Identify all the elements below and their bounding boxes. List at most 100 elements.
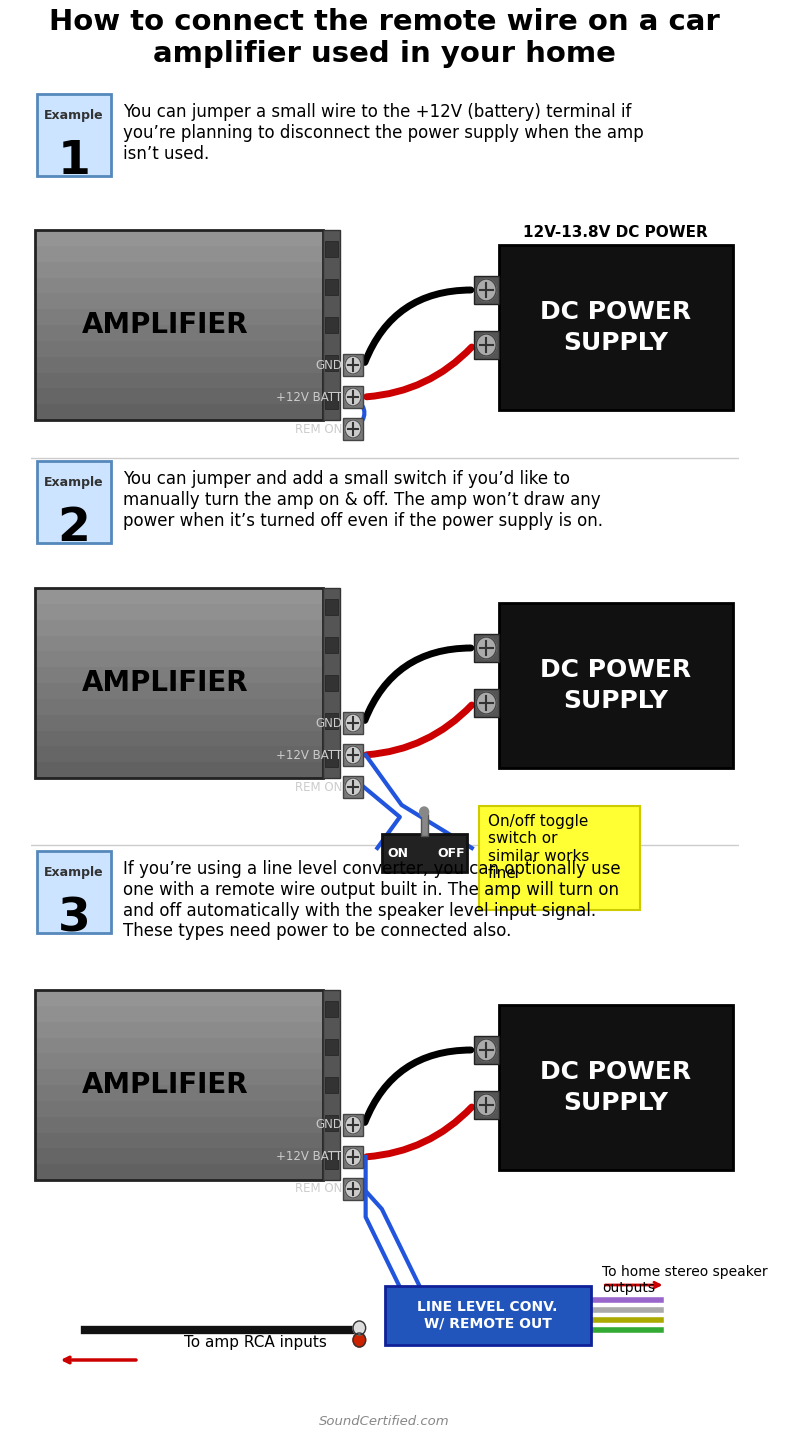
Bar [325, 1115, 338, 1130]
Circle shape [353, 1333, 366, 1346]
Text: On/off toggle
switch or
similar works
fine: On/off toggle switch or similar works fi… [488, 814, 589, 881]
Bar [474, 1035, 499, 1064]
Bar [35, 1100, 323, 1116]
Text: REM ON: REM ON [295, 1182, 342, 1195]
Bar [325, 599, 338, 615]
Text: DC POWER
SUPPLY: DC POWER SUPPLY [541, 658, 692, 713]
Bar [35, 1132, 323, 1148]
Text: DC POWER
SUPPLY: DC POWER SUPPLY [541, 1060, 692, 1116]
FancyBboxPatch shape [37, 461, 111, 543]
Bar [474, 634, 499, 662]
Bar [35, 698, 323, 714]
Text: Example: Example [44, 109, 104, 122]
Bar [35, 230, 323, 246]
Bar [35, 714, 323, 730]
Circle shape [345, 356, 361, 374]
Text: DC POWER
SUPPLY: DC POWER SUPPLY [541, 300, 692, 356]
Bar [35, 1148, 323, 1164]
FancyBboxPatch shape [479, 806, 640, 910]
Bar [35, 730, 323, 746]
Bar [35, 310, 323, 325]
Circle shape [476, 636, 496, 660]
Text: You can jumper a small wire to the +12V (battery) terminal if
you’re planning to: You can jumper a small wire to the +12V … [123, 104, 643, 163]
Bar [35, 588, 323, 603]
Text: GND: GND [316, 1119, 342, 1132]
Bar [323, 588, 339, 778]
Bar [35, 991, 323, 1005]
Bar [323, 991, 339, 1179]
Bar [35, 619, 323, 635]
Bar [474, 331, 499, 359]
Bar [325, 393, 338, 409]
Text: REM ON: REM ON [295, 422, 342, 435]
Circle shape [353, 1320, 366, 1335]
Text: LINE LEVEL CONV.
W/ REMOTE OUT: LINE LEVEL CONV. W/ REMOTE OUT [417, 1300, 558, 1331]
Text: 3: 3 [57, 896, 91, 940]
Text: AMPLIFIER: AMPLIFIER [82, 311, 248, 338]
Bar [35, 1005, 323, 1021]
Text: Example: Example [44, 865, 104, 878]
Circle shape [345, 778, 361, 796]
Bar [343, 711, 363, 734]
Text: +12V BATT: +12V BATT [276, 749, 342, 762]
Bar [343, 354, 363, 376]
Bar [35, 230, 323, 420]
FancyBboxPatch shape [385, 1286, 591, 1345]
Bar [35, 762, 323, 778]
Bar [325, 713, 338, 729]
Text: To home stereo speaker
outputs: To home stereo speaker outputs [602, 1264, 768, 1295]
Bar [325, 1153, 338, 1169]
Bar [474, 276, 499, 304]
Bar [35, 1116, 323, 1132]
Text: You can jumper and add a small switch if you’d like to
manually turn the amp on : You can jumper and add a small switch if… [123, 469, 603, 530]
Circle shape [345, 1116, 361, 1135]
Bar [35, 1053, 323, 1068]
Bar [35, 746, 323, 762]
Bar [35, 1164, 323, 1179]
Bar [343, 776, 363, 798]
Bar [35, 1037, 323, 1053]
Bar [35, 246, 323, 262]
Bar [325, 752, 338, 768]
Bar [343, 744, 363, 766]
Bar [420, 814, 428, 837]
Text: +12V BATT: +12V BATT [276, 390, 342, 403]
Text: GND: GND [316, 359, 342, 372]
Bar [499, 245, 733, 410]
Bar [343, 418, 363, 441]
Bar [35, 991, 323, 1179]
Bar [325, 636, 338, 652]
Bar [35, 405, 323, 420]
FancyBboxPatch shape [37, 94, 111, 176]
Circle shape [345, 387, 361, 406]
Circle shape [345, 1148, 361, 1166]
Bar [499, 1005, 733, 1169]
Circle shape [476, 1094, 496, 1116]
Circle shape [345, 746, 361, 765]
Bar [35, 667, 323, 683]
Bar [35, 278, 323, 294]
Text: GND: GND [316, 717, 342, 730]
Text: AMPLIFIER: AMPLIFIER [82, 670, 248, 697]
Text: How to connect the remote wire on a car
amplifier used in your home: How to connect the remote wire on a car … [49, 9, 720, 69]
Circle shape [419, 806, 429, 816]
Bar [325, 279, 338, 295]
Bar [325, 1001, 338, 1017]
Text: REM ON: REM ON [295, 780, 342, 793]
Text: +12V BATT: +12V BATT [276, 1151, 342, 1164]
FancyBboxPatch shape [37, 851, 111, 933]
Bar [343, 1115, 363, 1136]
Bar [35, 389, 323, 405]
Text: OFF: OFF [438, 847, 465, 860]
Text: AMPLIFIER: AMPLIFIER [82, 1071, 248, 1099]
Bar [35, 294, 323, 310]
Bar [35, 1068, 323, 1084]
Bar [35, 651, 323, 667]
Circle shape [345, 420, 361, 438]
Bar [382, 834, 467, 873]
Text: 2: 2 [57, 505, 91, 552]
Circle shape [476, 279, 496, 301]
Text: SoundCertified.com: SoundCertified.com [320, 1416, 450, 1428]
Bar [325, 675, 338, 691]
Bar [35, 683, 323, 698]
